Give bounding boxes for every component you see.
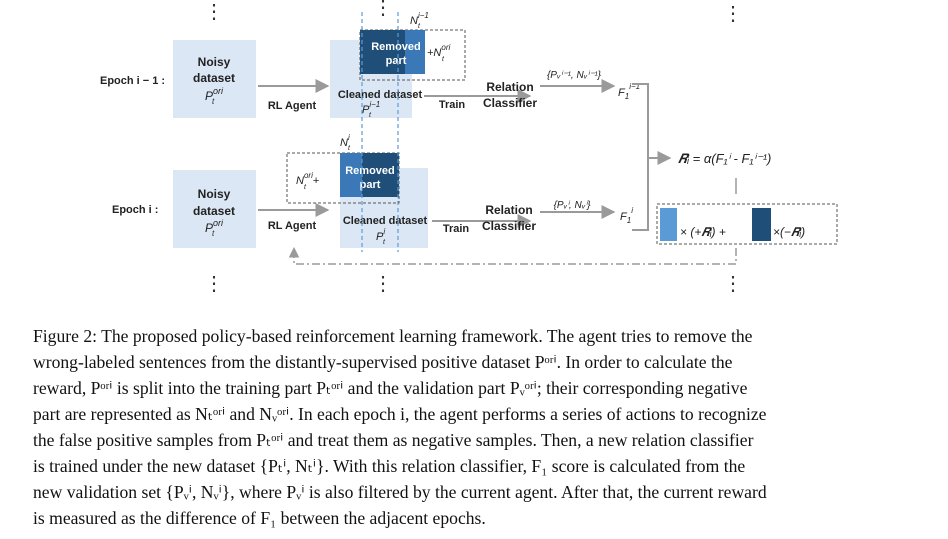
plus-n-ori-sub-prev: t: [442, 56, 445, 63]
removed-part-mid-prev: [405, 30, 425, 74]
removed-line1-prev: Removed: [371, 41, 421, 53]
caption-line-5: the false positive samples from Pₜᵒʳⁱ an…: [33, 430, 754, 450]
vdots-bottom-mid: ⋮: [373, 273, 393, 295]
framework-diagram: ⋮ ⋮ ⋮ ⋮ ⋮ ⋮ Epoch i − 1 : Noisy dataset …: [100, 0, 838, 295]
cleaned-dataset-label-cur: Cleaned dataset: [343, 215, 428, 227]
noisy-dataset-box-prev: [173, 40, 256, 118]
n-cur-sub: t: [348, 145, 351, 152]
figure-caption: Figure 2: The proposed policy-based rein…: [33, 323, 915, 531]
noisy-line1-prev: Noisy: [198, 55, 231, 69]
noisy-p-sub-cur: t: [212, 229, 215, 238]
epoch-prev-label: Epoch i − 1 :: [100, 75, 165, 87]
train-label-cur: Train: [443, 223, 470, 235]
caption-line-4: part are represented as Nₜᵒʳⁱ and Nᵥᵒʳⁱ.…: [33, 404, 767, 424]
f1-cur-label: F1i: [620, 206, 633, 225]
train-label-prev: Train: [439, 99, 466, 111]
p-cur-label: Pi: [376, 227, 385, 243]
noisy-dataset-box-cur: [173, 170, 256, 248]
classifier-label-cur: Classifier: [482, 219, 536, 233]
caption-line-6: is trained under the new dataset {Pₜⁱ, N…: [33, 456, 746, 476]
rl-agent-cur: RL Agent: [268, 220, 317, 232]
n-ori-plus-cur: Nori+: [296, 171, 319, 187]
noisy-line1-cur: Noisy: [198, 187, 231, 201]
framework-figure: ⋮ ⋮ ⋮ ⋮ ⋮ ⋮ Epoch i − 1 : Noisy dataset …: [100, 0, 838, 295]
removed-part-dark-cur: [362, 153, 399, 197]
reward-formula: 𝑹ᵢ = α(F₁ⁱ - F₁ⁱ⁻¹): [678, 151, 771, 166]
reward-neg-swatch: [752, 208, 771, 241]
p-cur-sub: t: [383, 239, 386, 246]
caption-line-7: new validation set {Pᵥⁱ, Nᵥⁱ}, where Pᵥⁱ…: [33, 482, 767, 502]
n-cur-label: Ni: [340, 133, 350, 149]
removed-part-mid-cur: [340, 153, 364, 197]
caption-line-1: Figure 2: The proposed policy-based rein…: [33, 326, 753, 346]
removed-line2-cur: part: [360, 179, 381, 191]
noisy-p-prev: Pori: [205, 86, 224, 103]
vdots-bottom-left: ⋮: [204, 273, 224, 295]
reward-pos-term: × (+𝑹ᵢ) +: [680, 225, 726, 239]
vdots-top-mid: ⋮: [373, 0, 393, 19]
vdots-top-left: ⋮: [204, 1, 224, 23]
vdots-bottom-right: ⋮: [723, 273, 743, 295]
epoch-cur-label: Epoch i :: [112, 204, 158, 216]
noisy-line2-cur: dataset: [193, 204, 235, 218]
classifier-label-prev: Classifier: [483, 96, 537, 110]
n-ori-sub-cur: t: [304, 184, 307, 191]
rl-agent-prev: RL Agent: [268, 100, 317, 112]
relation-label-prev: Relation: [486, 80, 533, 94]
noisy-p-cur: Pori: [205, 218, 224, 235]
caption-line-3: reward, Pᵒʳⁱ is split into the training …: [33, 378, 748, 398]
n-prev-sub: t: [418, 23, 421, 30]
vdots-top-right: ⋮: [723, 3, 743, 25]
feedback-line: [288, 246, 737, 265]
removed-line2-prev: part: [386, 55, 407, 67]
val-set-cur: {Pᵥⁱ, Nᵥⁱ}: [554, 200, 592, 211]
caption-line-8: is measured as the difference of F₁ betw…: [33, 508, 486, 528]
p-prev-label: Pi−1: [362, 100, 380, 116]
caption-line-2: wrong-labeled sentences from the distant…: [33, 352, 733, 372]
reward-bracket: [632, 83, 649, 231]
noisy-line2-prev: dataset: [193, 71, 235, 85]
f1-prev-label: F1i−1: [618, 82, 640, 101]
val-set-prev: {Pᵥⁱ⁻¹, Nᵥⁱ⁻¹}: [547, 70, 602, 81]
noisy-p-sub-prev: t: [212, 97, 215, 106]
reward-box: [656, 203, 838, 245]
relation-label-cur: Relation: [485, 203, 532, 217]
n-prev-label: Ni−1: [410, 11, 429, 27]
reward-neg-term: ×(−𝑹ᵢ): [773, 225, 805, 239]
removed-line1-cur: Removed: [345, 165, 395, 177]
cleaned-dataset-label-prev: Cleaned dataset: [338, 89, 423, 101]
reward-pos-swatch: [660, 208, 677, 241]
p-prev-sub: t: [369, 112, 372, 119]
plus-n-ori-prev: +Nori: [427, 43, 450, 59]
